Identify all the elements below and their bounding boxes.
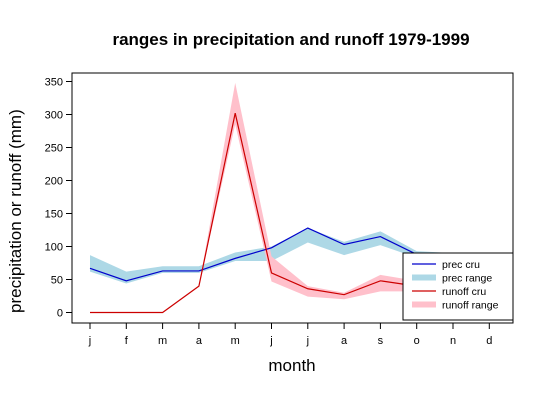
band-prec-range xyxy=(90,228,490,284)
y-tick-label: 50 xyxy=(51,275,63,287)
x-tick-label: m xyxy=(231,335,240,347)
x-tick-label: o xyxy=(414,335,420,347)
x-tick-label: d xyxy=(486,335,492,347)
y-tick-label: 250 xyxy=(45,143,63,155)
legend-label: runoff cru xyxy=(442,286,486,298)
x-tick-label: m xyxy=(158,335,167,347)
x-tick-label: a xyxy=(196,335,203,347)
y-tick-label: 150 xyxy=(45,209,63,221)
x-tick-label: f xyxy=(125,335,129,347)
y-tick-label: 300 xyxy=(45,110,63,122)
legend-label: prec cru xyxy=(442,259,480,271)
x-axis-label: month xyxy=(268,356,316,375)
x-tick-label: a xyxy=(341,335,348,347)
y-tick-label: 0 xyxy=(57,308,63,320)
y-tick-label: 350 xyxy=(45,77,63,89)
plot-frame xyxy=(71,72,514,324)
chart-title: ranges in precipitation and runoff 1979-… xyxy=(112,30,470,49)
x-tick-label: n xyxy=(450,335,456,347)
x-tick-label: j xyxy=(269,335,272,347)
y-tick-label: 100 xyxy=(45,242,63,254)
legend-label: runoff range xyxy=(442,300,499,312)
legend-label: prec range xyxy=(442,273,492,285)
x-tick-label: j xyxy=(306,335,309,347)
y-tick-label: 200 xyxy=(45,176,63,188)
x-tick-label: s xyxy=(378,335,384,347)
x-tick-label: j xyxy=(88,335,91,347)
